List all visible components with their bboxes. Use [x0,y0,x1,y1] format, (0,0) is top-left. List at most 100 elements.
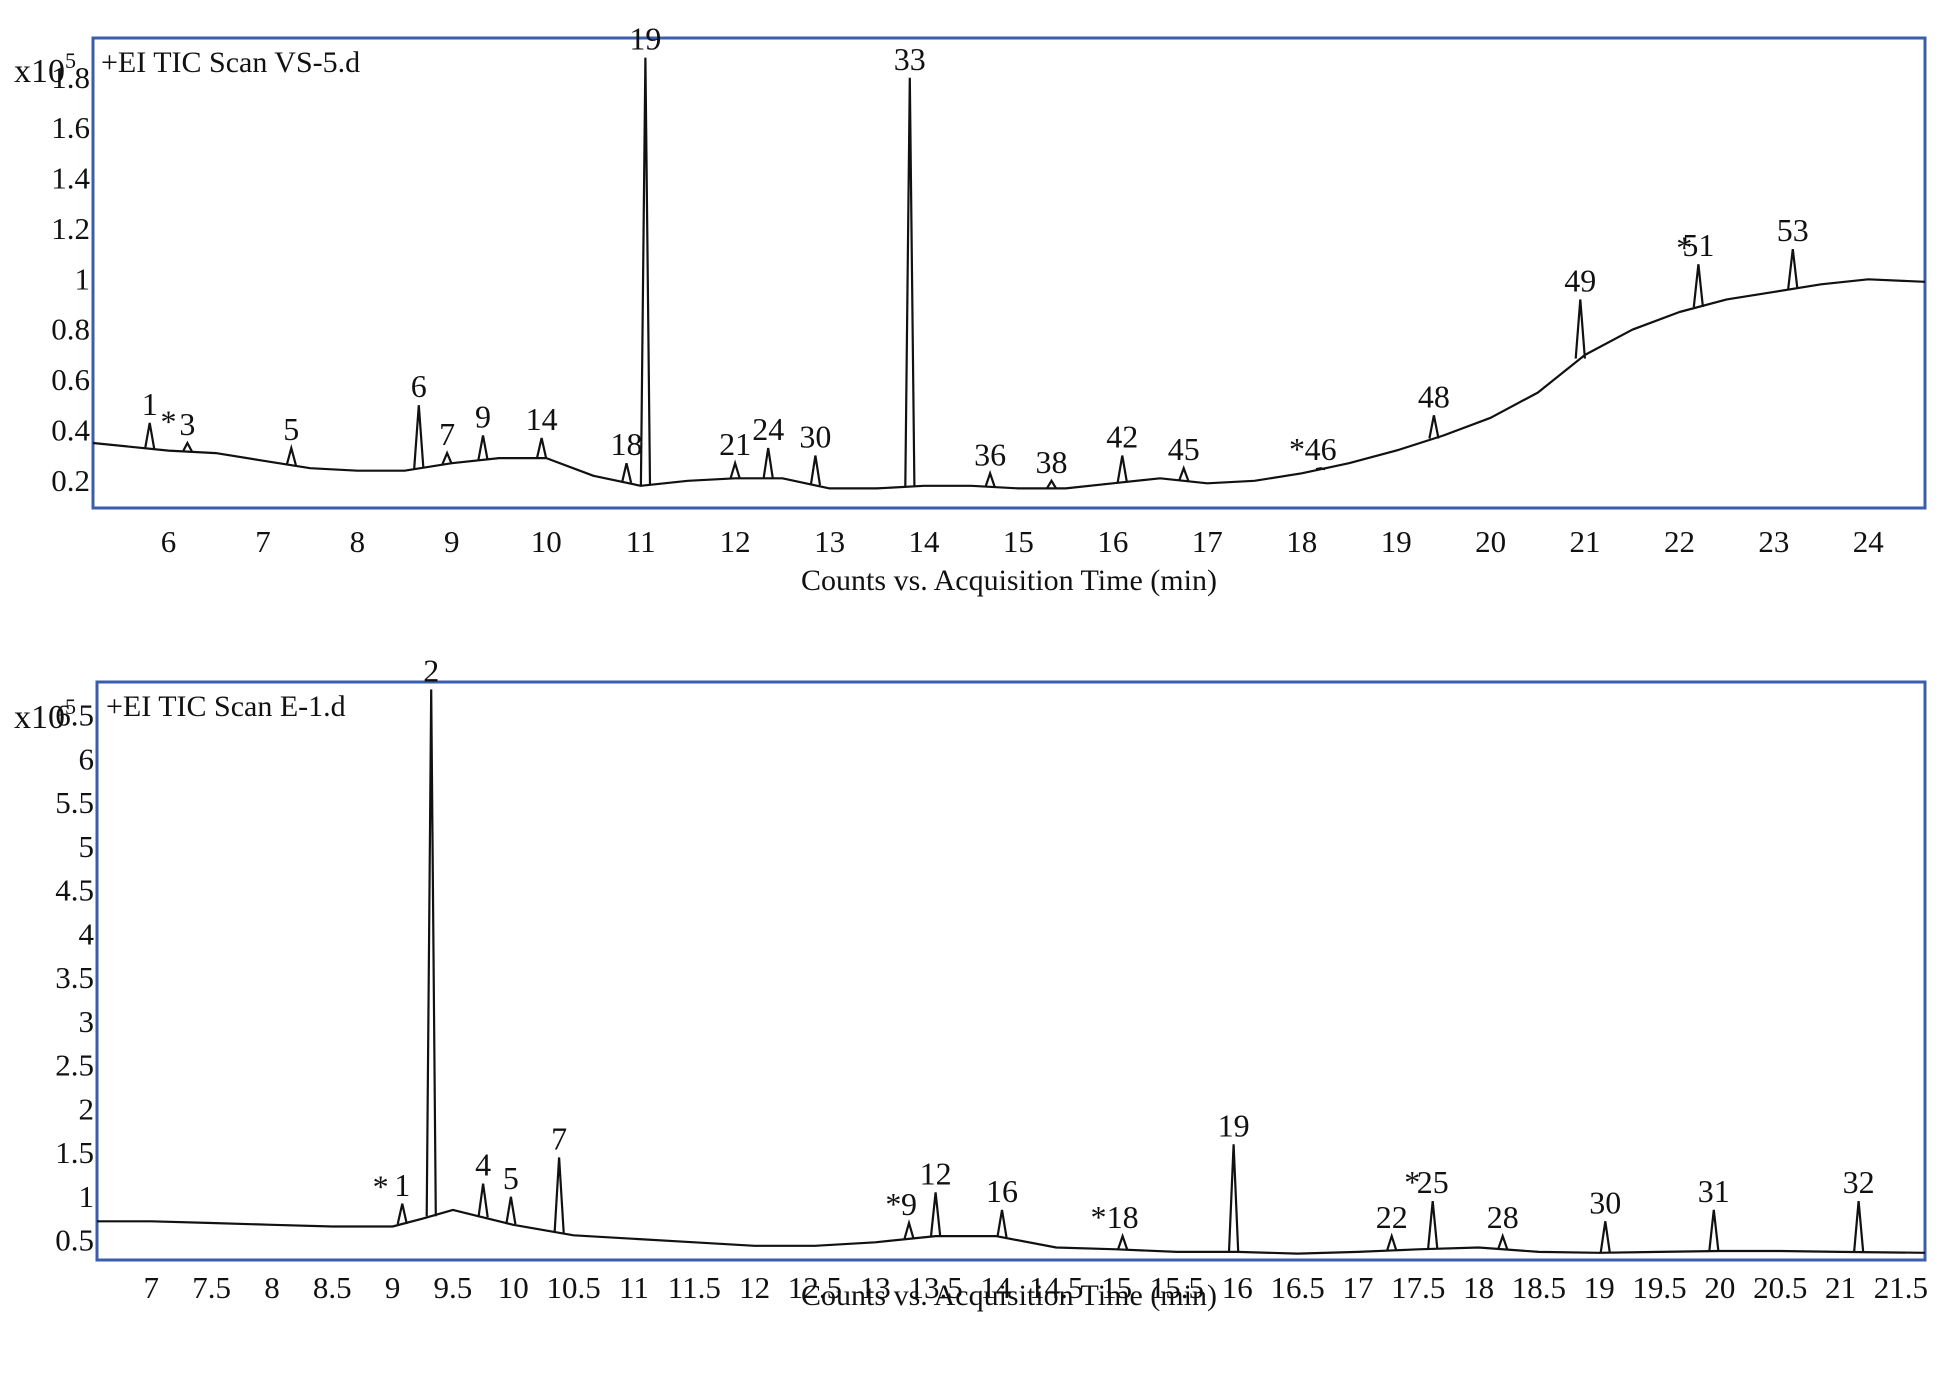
peak-asterisk: * [1676,230,1692,266]
y-tick-label: 6 [79,741,95,776]
x-tick-label: 13.5 [908,1270,962,1305]
peak-mark [477,435,489,461]
peak-mark [904,77,916,487]
peak-label: 51 [1682,227,1714,263]
peak-label: 16 [986,1173,1018,1209]
x-tick-label: 9 [385,1270,401,1305]
peak-label: 9 [475,399,491,435]
x-tick-label: 18 [1286,524,1317,559]
x-tick-label: 8 [264,1270,280,1305]
peak-mark [620,462,633,484]
x-tick-label: 11 [626,524,656,559]
x-axis-title: Counts vs. Acquisition Time (min) [801,1279,1217,1312]
x-tick-label: 12 [739,1270,770,1305]
peak-mark [441,450,453,465]
x-tick-label: 12.5 [788,1270,842,1305]
plot-frame [91,36,1927,510]
y-multiplier: x105 [14,48,76,90]
y-tick-label: 3.5 [55,960,94,995]
plot-frame [95,680,1927,1262]
x-tick-label: 14 [980,1270,1012,1305]
peak-label: 30 [799,419,831,455]
peak-label: 5 [503,1160,519,1196]
peak-mark [477,1183,489,1218]
x-tick-label: 18 [1463,1270,1494,1305]
tic-trace [97,1208,1926,1255]
peak-mark [1116,1232,1129,1250]
peak-label: 32 [1843,1164,1875,1200]
tick-layer: 7 7.5 8 8.5 9 9.5 10 10.5 11 11.5 12 12.5 13 13.5 14 14… [55,698,1928,1305]
peak-label: 19 [629,21,661,57]
y-tick-label: 1.5 [55,1135,94,1170]
x-tick-label: 17.5 [1391,1270,1445,1305]
y-tick-label: 0.5 [55,1223,94,1258]
peak-label: 48 [1418,378,1450,414]
x-tick-label: 11 [619,1270,649,1305]
peak-label: 42 [1106,419,1138,455]
trace-layer [97,1208,1926,1255]
peak-mark [762,447,774,479]
peak-label: 33 [894,41,926,77]
peak-mark [1227,1144,1240,1252]
peak-asterisk: * [161,404,177,440]
y-tick-label: 4 [79,916,95,951]
y-tick-label: 1.2 [51,211,90,246]
x-tick-label: 11.5 [668,1270,721,1305]
peak-label: 6 [411,368,427,404]
peak-mark [1574,299,1586,359]
y-tick-label: 0.2 [51,463,90,498]
peak-label: 3 [179,406,195,442]
peak-asterisk: * [1091,1199,1107,1235]
x-tick-label: 21 [1825,1270,1856,1305]
peak-label: 53 [1777,212,1809,248]
peak-label: 45 [1168,431,1200,467]
tick-layer: 6 7 8 9 10 11 12 13 14 15 16 17 18 19 20 21 22 23 240.20.4… [51,60,1884,559]
peak-label: 18 [611,426,643,462]
x-tick-label: 13 [814,524,845,559]
x-tick-label: 15 [1003,524,1034,559]
peak-mark [413,405,425,469]
x-tick-label: 13 [860,1270,891,1305]
peak-label: 7 [551,1120,567,1156]
x-tick-label: 10 [498,1270,529,1305]
peak-mark [535,437,548,459]
x-tick-label: 12 [720,524,751,559]
peak-label: 24 [752,411,784,447]
x-tick-label: 10 [531,524,562,559]
y-tick-label: 4.5 [55,873,94,908]
peak-mark [996,1209,1008,1238]
x-tick-label: 19 [1381,524,1412,559]
y-multiplier: x105 [14,694,76,736]
peak-label: 28 [1487,1199,1519,1235]
chart-panel-vs5: 6 7 8 9 10 11 12 13 14 15 16 17 18 19 20 21 22 23 24 0.2 0.4… [0,0,1943,640]
x-tick-label: 24 [1853,524,1885,559]
x-tick-label: 7 [255,524,271,559]
peak-label: 36 [974,436,1006,472]
x-axis-title: Counts vs. Acquisition Time (min) [801,564,1217,597]
peak-asterisk: * [885,1186,901,1222]
peak-label: 18 [1107,1199,1139,1235]
x-tick-label: 8.5 [313,1270,352,1305]
chart-panel-e1: 7 7.5 8 8.5 9 9.5 10 10.5 11 11.5 12 12.5 13 13.5 14 14… [0,640,1943,1374]
peak-mark [1315,467,1326,471]
peak-label: 4 [475,1147,491,1183]
y-tick-label: 3 [79,1004,95,1039]
chart-e1: 7 7.5 8 8.5 9 9.5 10 10.5 11 11.5 12 12.5 13 13.5 14 14… [14,652,1928,1312]
chart-vs5: 6 7 8 9 10 11 12 13 14 15 16 17 18 19 20 21 22 23 240.20.4… [14,21,1927,597]
y-tick-label: 1.6 [51,110,90,145]
peak-label: 22 [1376,1199,1408,1235]
x-tick-label: 19.5 [1632,1270,1686,1305]
y-tick-label: 6.5 [55,698,94,733]
peak-label: 38 [1036,444,1068,480]
peak-mark [396,1203,408,1225]
peak-mark [809,455,822,486]
peak-mark [1386,1232,1398,1251]
peak-label: 49 [1564,262,1596,298]
y-tick-label: 5 [79,829,95,864]
chart-title: +EI TIC Scan VS-5.d [101,46,360,79]
x-tick-label: 14 [909,524,941,559]
peak-mark [1427,1200,1439,1249]
peak-mark [505,1196,517,1225]
x-tick-label: 7 [144,1270,160,1305]
